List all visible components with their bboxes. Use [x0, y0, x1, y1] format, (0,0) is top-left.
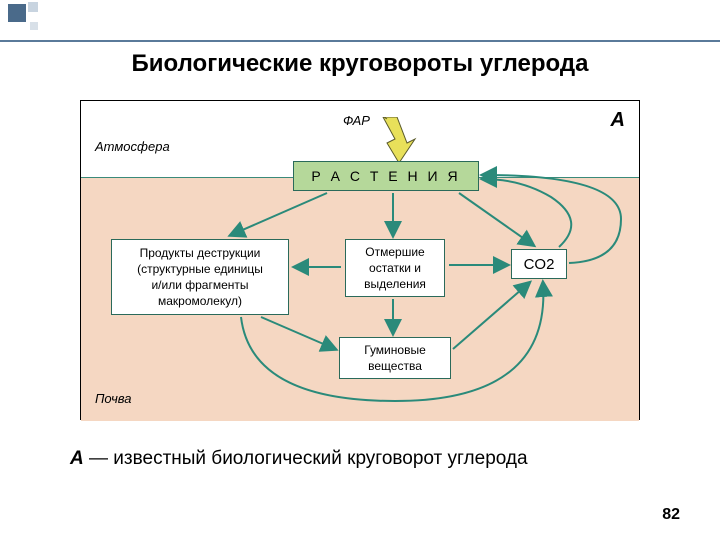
- soil-label: Почва: [95, 391, 132, 406]
- node-dead-remains: Отмершие остатки и выделения: [345, 239, 445, 297]
- caption-a: А: [70, 448, 84, 469]
- node-plants: Р А С Т Е Н И Я: [293, 161, 479, 191]
- atmosphere-label: Атмосфера: [95, 139, 170, 154]
- node-destruction-products: Продукты деструкции (структурные единицы…: [111, 239, 289, 315]
- far-label: ФАР: [343, 113, 370, 128]
- panel-a-label: А: [611, 109, 625, 132]
- header-rule: [0, 40, 720, 42]
- caption: А — известный биологический круговорот у…: [70, 448, 528, 470]
- header-decoration: [0, 0, 50, 40]
- node-humic-substances: Гуминовые вещества: [339, 337, 451, 379]
- caption-text: — известный биологический круговорот угл…: [84, 448, 528, 469]
- page-number: 82: [662, 506, 680, 524]
- carbon-cycle-diagram: Атмосфера Почва ФАР А Р А С Т Е Н И Я Пр…: [80, 100, 640, 420]
- far-sun-arrow: [377, 117, 421, 165]
- node-co2: CO2: [511, 249, 567, 279]
- slide-title: Биологические круговороты углерода: [0, 50, 720, 78]
